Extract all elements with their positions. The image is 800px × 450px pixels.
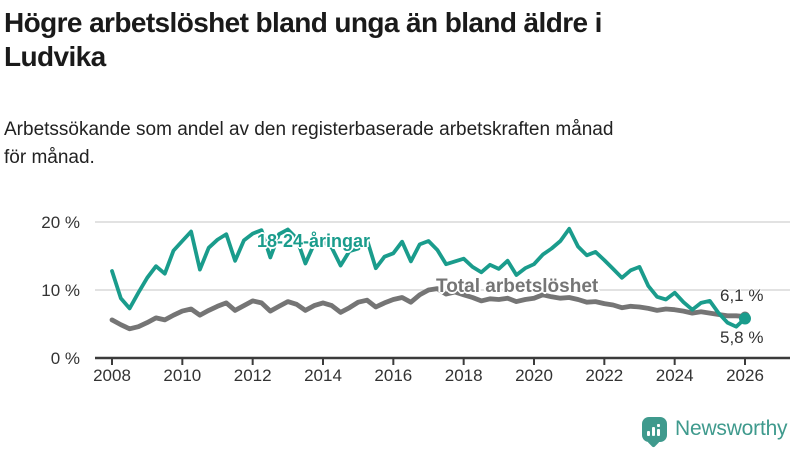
x-tick-label-2022: 2022 — [585, 366, 624, 385]
x-tick-label-2012: 2012 — [233, 366, 272, 385]
logo-text: Newsworthy — [675, 417, 788, 440]
chart-subtitle: Arbetssökande som andel av den registerb… — [4, 116, 786, 171]
title-line-2: Ludvika — [4, 40, 106, 72]
series-label-youth: 18-24-åringar — [257, 231, 371, 251]
x-tick-label-2014: 2014 — [304, 366, 342, 385]
x-tick-label-2026: 2026 — [726, 366, 764, 385]
y-tick-label-0: 0 % — [50, 349, 80, 368]
title-line-1: Högre arbetslöshet bland unga än bland ä… — [4, 7, 602, 38]
series-line-0 — [110, 226, 747, 329]
y-tick-label-20: 20 % — [41, 213, 80, 232]
subtitle-line-2: för månad. — [4, 146, 95, 168]
end-dot-0 — [739, 312, 752, 325]
x-tick-label-2010: 2010 — [163, 366, 202, 385]
newsworthy-bubble-chart-icon — [642, 416, 667, 442]
x-tick-label-2020: 2020 — [515, 366, 553, 385]
page-title: Högre arbetslöshet bland unga än bland ä… — [4, 6, 786, 73]
newsworthy-logo[interactable]: Newsworthy — [642, 413, 788, 445]
end-value-label-youth: 5,8 % — [720, 328, 764, 347]
series-label-total: Total arbetslöshet — [436, 276, 599, 297]
series-line-1 — [109, 286, 748, 332]
x-tick-label-2018: 2018 — [444, 366, 483, 385]
end-value-label-total: 6,1 % — [720, 286, 764, 305]
x-tick-label-2024: 2024 — [655, 366, 694, 385]
subtitle-line-1: Arbetssökande som andel av den registerb… — [4, 119, 614, 140]
x-tick-label-2016: 2016 — [374, 366, 413, 385]
y-tick-label-10: 10 % — [41, 281, 80, 300]
x-tick-label-2008: 2008 — [93, 366, 131, 385]
